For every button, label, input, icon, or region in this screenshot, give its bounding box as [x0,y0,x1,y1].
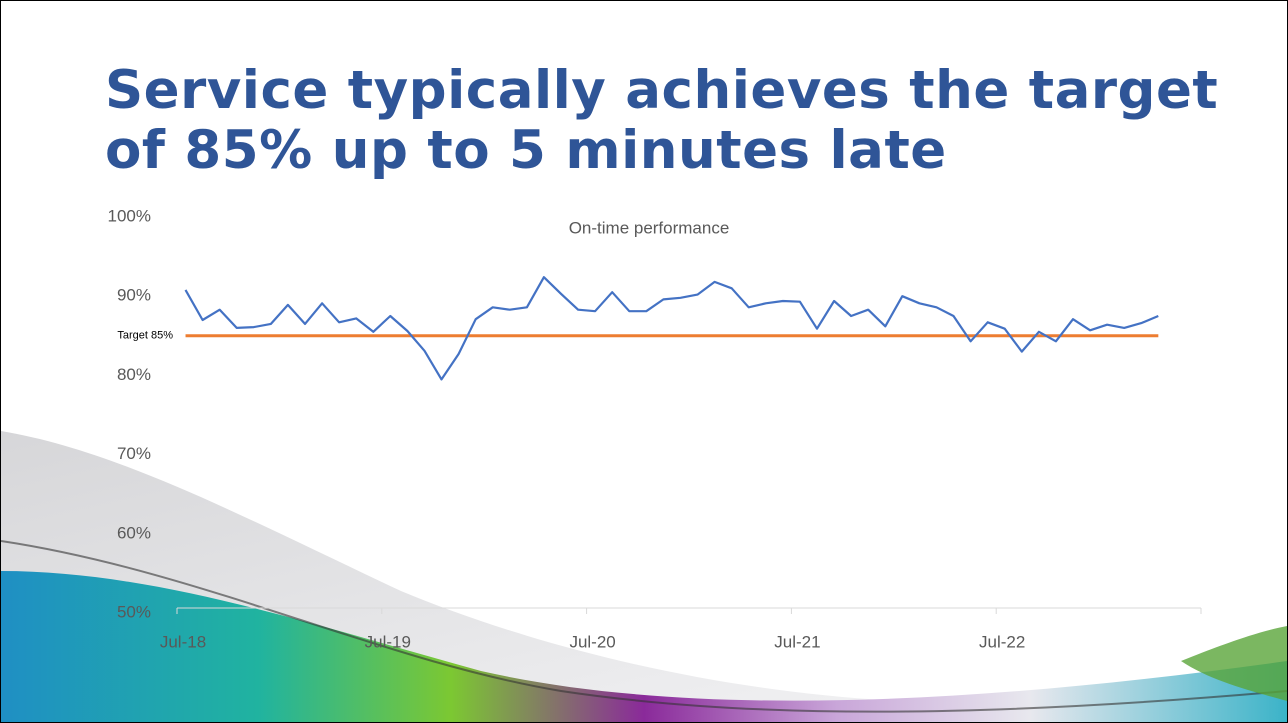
y-tick-label: 50% [117,602,151,621]
y-tick-label: 90% [117,286,151,305]
x-tick-label: Jul-21 [774,632,820,651]
slide-title: Service typically achieves the target of… [105,60,1219,181]
y-tick-label: 60% [117,523,151,542]
y-tick-label: 70% [117,444,151,463]
y-tick-label: 100% [108,206,151,225]
x-tick-label: Jul-20 [569,632,615,651]
y-tick-label: 80% [117,365,151,384]
data-line [184,276,1159,381]
x-tick-label: Jul-19 [365,632,411,651]
target-label: Target 85% [117,330,173,342]
swoosh-corner [1181,626,1287,701]
x-tick-label: Jul-18 [160,632,206,651]
x-tick-label: Jul-22 [979,632,1025,651]
swoosh-color [1,571,1287,722]
chart-title: On-time performance [569,218,730,237]
swoosh-line [1,540,1287,713]
